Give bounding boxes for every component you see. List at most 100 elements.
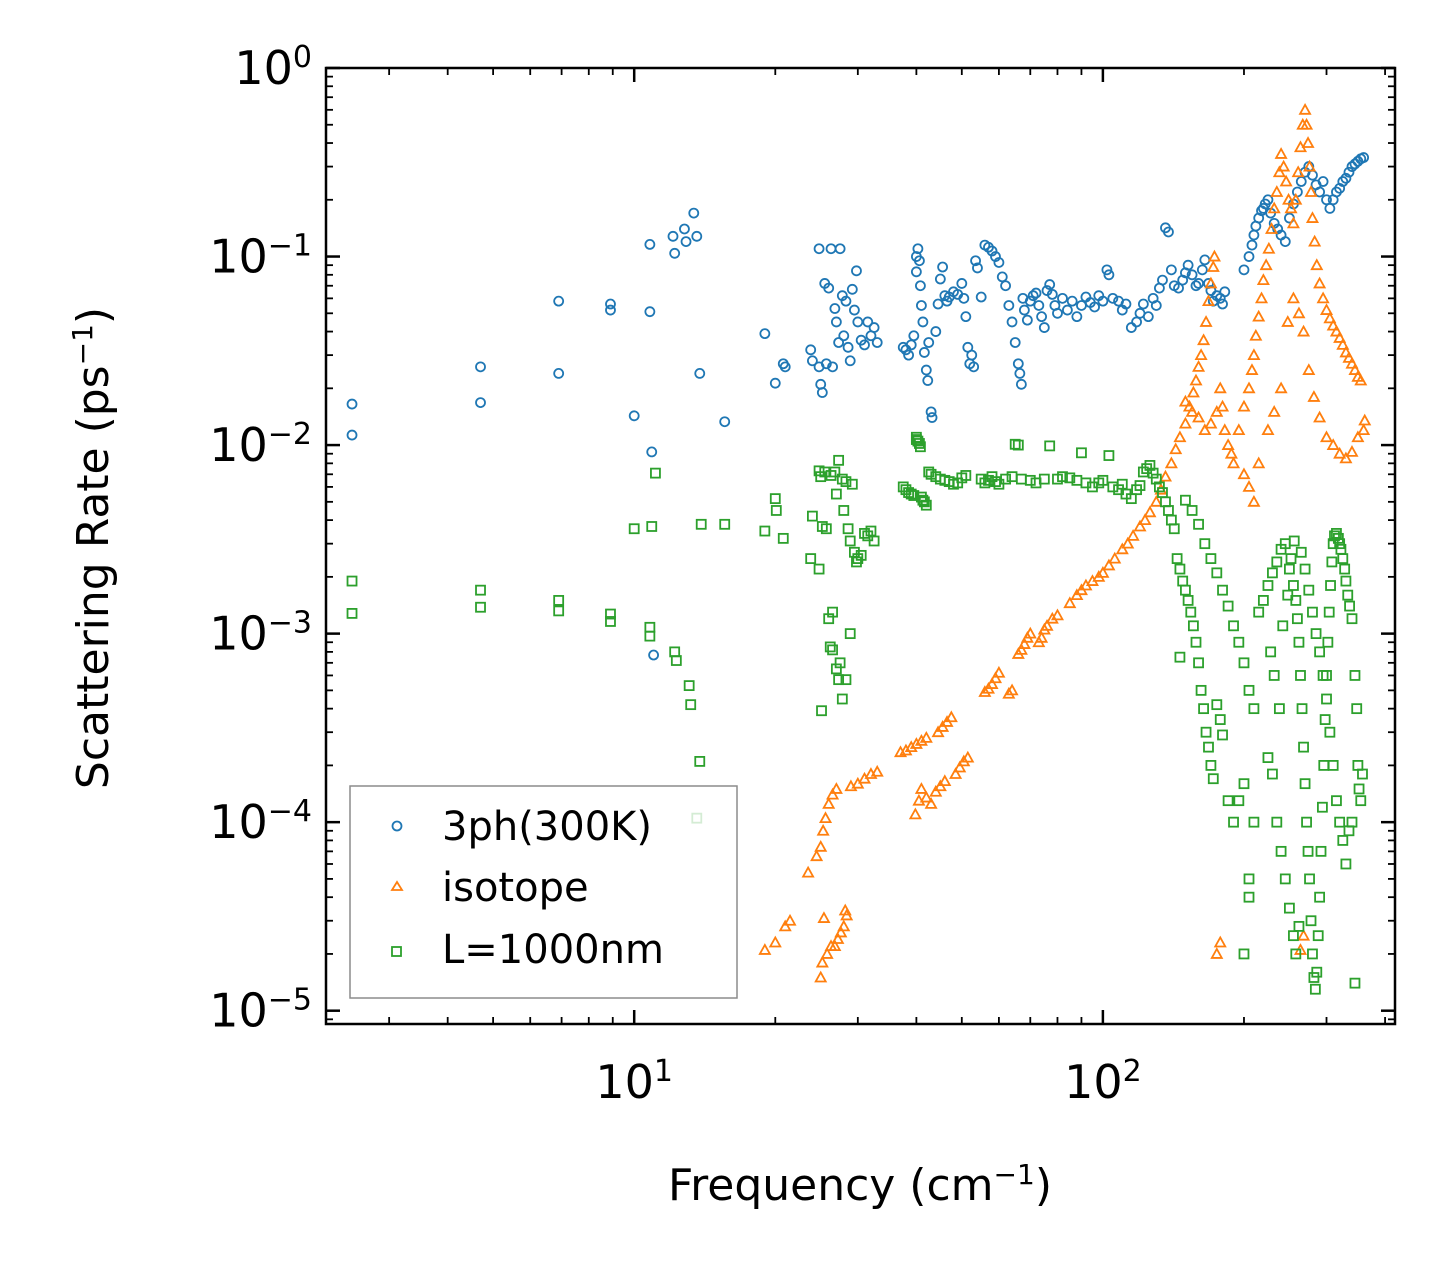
point-isotope-93 bbox=[1192, 359, 1206, 372]
point-3ph-300k--90 bbox=[972, 262, 983, 274]
point-l-1000nm-133 bbox=[1182, 595, 1194, 606]
point-3ph-300k--16 bbox=[680, 236, 692, 248]
point-l-1000nm-50 bbox=[859, 528, 870, 539]
point-3ph-300k--26 bbox=[807, 355, 818, 367]
point-3ph-300k--58 bbox=[905, 339, 917, 351]
point-l-1000nm-253 bbox=[1346, 816, 1358, 828]
point-l-1000nm-169 bbox=[1253, 606, 1265, 618]
point-l-1000nm-26 bbox=[807, 510, 818, 522]
point-isotope-163 bbox=[1242, 480, 1256, 492]
point-isotope-176 bbox=[1319, 430, 1334, 443]
point-3ph-300k--10 bbox=[644, 306, 656, 318]
point-3ph-300k--76 bbox=[937, 261, 949, 273]
point-isotope-68 bbox=[1063, 596, 1077, 609]
point-isotope-36 bbox=[914, 782, 928, 794]
point-l-1000nm-214 bbox=[1344, 600, 1355, 612]
point-l-1000nm-134 bbox=[1185, 606, 1197, 618]
point-3ph-300k--91 bbox=[975, 291, 987, 303]
point-3ph-300k--115 bbox=[1044, 279, 1056, 290]
point-isotope-142 bbox=[1301, 136, 1315, 148]
point-l-1000nm-200 bbox=[1322, 636, 1334, 648]
point-isotope-101 bbox=[1178, 394, 1192, 407]
point-l-1000nm-220 bbox=[1355, 795, 1367, 807]
point-isotope-152 bbox=[1326, 318, 1340, 331]
point-3ph-300k--123 bbox=[1076, 300, 1087, 311]
point-l-1000nm-140 bbox=[1200, 726, 1212, 738]
point-isotope-117 bbox=[1242, 381, 1256, 394]
point-3ph-300k--182 bbox=[1295, 176, 1307, 187]
point-isotope-94 bbox=[1194, 348, 1208, 361]
point-3ph-300k--66 bbox=[917, 316, 929, 328]
point-isotope-79 bbox=[1126, 529, 1140, 541]
point-l-1000nm-239 bbox=[1299, 563, 1311, 575]
point-l-1000nm-202 bbox=[1325, 580, 1336, 591]
point-3ph-300k--167 bbox=[1248, 229, 1260, 241]
point-l-1000nm-154 bbox=[1233, 636, 1245, 648]
point-3ph-300k--9 bbox=[644, 238, 656, 250]
point-l-1000nm-145 bbox=[1180, 494, 1191, 506]
point-3ph-300k--153 bbox=[1190, 280, 1202, 292]
point-3ph-300k--88 bbox=[968, 361, 980, 373]
point-l-1000nm-159 bbox=[1214, 714, 1226, 725]
point-l-1000nm-138 bbox=[1195, 684, 1207, 696]
point-isotope-58 bbox=[1014, 643, 1028, 655]
point-l-1000nm-142 bbox=[1205, 759, 1217, 771]
point-l-1000nm-196 bbox=[1316, 801, 1328, 813]
point-l-1000nm-74 bbox=[918, 496, 930, 508]
point-3ph-300k--41 bbox=[838, 330, 850, 342]
point-l-1000nm-92 bbox=[1000, 473, 1011, 485]
point-isotope-171 bbox=[1292, 306, 1306, 319]
point-l-1000nm-146 bbox=[1186, 505, 1198, 516]
point-l-1000nm-245 bbox=[1321, 693, 1332, 705]
point-3ph-300k--64 bbox=[915, 280, 926, 292]
point-l-1000nm-231 bbox=[1265, 646, 1277, 658]
point-l-1000nm-43 bbox=[842, 523, 854, 535]
point-l-1000nm-127 bbox=[1165, 514, 1177, 526]
point-l-1000nm-168 bbox=[1248, 816, 1260, 828]
point-l-1000nm-132 bbox=[1180, 584, 1191, 596]
point-3ph-300k--27 bbox=[813, 243, 825, 255]
point-3ph-300k--63 bbox=[914, 255, 925, 267]
point-l-1000nm-16 bbox=[685, 699, 697, 711]
point-3ph-300k--178 bbox=[1279, 236, 1291, 248]
point-3ph-300k--154 bbox=[1193, 278, 1204, 289]
point-3ph-300k--188 bbox=[1317, 176, 1329, 187]
legend-marker-3ph bbox=[391, 820, 403, 832]
point-l-1000nm-10 bbox=[644, 630, 656, 642]
point-l-1000nm-230 bbox=[1293, 920, 1305, 932]
point-l-1000nm-183 bbox=[1298, 741, 1309, 753]
point-l-1000nm-41 bbox=[838, 505, 850, 516]
point-l-1000nm-176 bbox=[1283, 563, 1295, 575]
point-l-1000nm-151 bbox=[1217, 584, 1228, 596]
point-3ph-300k--7 bbox=[605, 304, 616, 316]
point-isotope-15 bbox=[820, 947, 834, 959]
point-l-1000nm-227 bbox=[1283, 902, 1295, 914]
point-l-1000nm-57 bbox=[833, 674, 845, 686]
point-isotope-111 bbox=[1224, 446, 1238, 459]
point-isotope-100 bbox=[1207, 249, 1221, 262]
point-3ph-300k--30 bbox=[816, 387, 828, 398]
point-isotope-22 bbox=[838, 903, 852, 916]
point-l-1000nm-70 bbox=[914, 438, 925, 449]
point-isotope-78 bbox=[1121, 536, 1135, 549]
point-3ph-300k--196 bbox=[1343, 166, 1355, 178]
point-l-1000nm-173 bbox=[1271, 556, 1283, 568]
point-3ph-300k--18 bbox=[691, 230, 703, 242]
point-isotope-113 bbox=[1210, 947, 1224, 959]
point-l-1000nm-5 bbox=[553, 605, 565, 617]
point-l-1000nm-167 bbox=[1243, 873, 1255, 885]
point-3ph-300k--148 bbox=[1173, 282, 1184, 294]
point-isotope-149 bbox=[1316, 291, 1330, 304]
point-isotope-123 bbox=[1256, 273, 1270, 285]
point-3ph-300k--194 bbox=[1337, 176, 1349, 187]
point-3ph-300k--43 bbox=[842, 341, 854, 353]
point-l-1000nm-61 bbox=[816, 705, 827, 717]
y-tick-label-0: 100 bbox=[234, 40, 312, 96]
point-l-1000nm-111 bbox=[1107, 481, 1119, 493]
point-l-1000nm-244 bbox=[1317, 670, 1329, 681]
point-l-1000nm-128 bbox=[1168, 523, 1180, 535]
point-l-1000nm-54 bbox=[824, 641, 836, 653]
point-isotope-178 bbox=[1333, 446, 1347, 459]
point-3ph-300k--139 bbox=[1142, 311, 1154, 323]
point-l-1000nm-203 bbox=[1326, 556, 1338, 568]
